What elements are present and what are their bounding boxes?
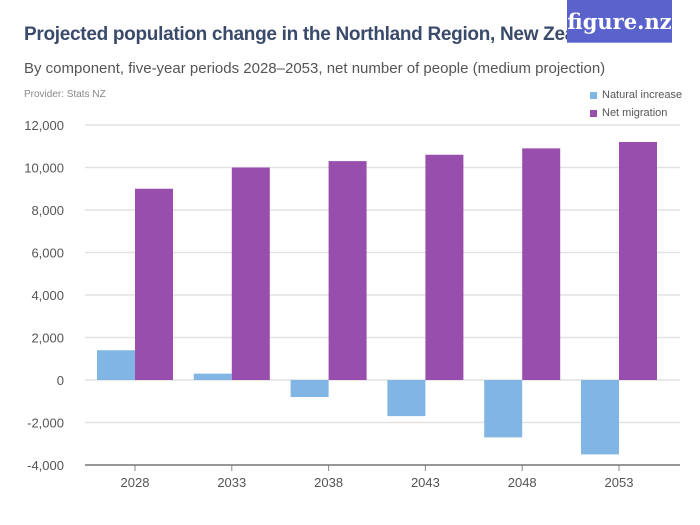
y-tick-label: 6,000 [31, 246, 64, 261]
y-tick-label: 8,000 [31, 203, 64, 218]
y-tick-label: 2,000 [31, 331, 64, 346]
bar-natural-increase [387, 380, 426, 417]
x-tick-label: 2033 [217, 475, 246, 490]
y-tick-label: 0 [57, 373, 64, 388]
y-tick-label: -4,000 [27, 458, 64, 473]
chart-title: Projected population change in the North… [24, 24, 613, 45]
legend-label: Natural increase [602, 89, 683, 101]
legend-label: Net migration [602, 107, 668, 119]
bar-natural-increase [193, 373, 232, 380]
legend-item-net-migration: Net migration [590, 104, 682, 122]
y-tick-label: 4,000 [31, 288, 64, 303]
bar-net-migration [328, 161, 367, 380]
y-tick-label: 12,000 [24, 118, 64, 133]
x-tick-label: 2053 [605, 475, 634, 490]
x-tick-label: 2048 [508, 475, 537, 490]
legend-swatch [590, 91, 597, 99]
figure-nz-logo[interactable]: figure.nz [567, 0, 672, 43]
y-tick-label: -2,000 [27, 416, 64, 431]
legend-swatch [590, 109, 597, 117]
chart-subtitle: By component, five-year periods 2028–205… [24, 60, 606, 77]
bar-net-migration [425, 154, 464, 380]
provider-label: Provider: Stats NZ [24, 89, 106, 100]
bar-natural-increase [484, 380, 523, 438]
x-tick-label: 2038 [314, 475, 343, 490]
bar-natural-increase [581, 380, 619, 455]
bar-natural-increase [97, 350, 135, 380]
bar-natural-increase [290, 380, 329, 397]
bar-net-migration [619, 142, 657, 380]
legend-item-natural-increase: Natural increase [590, 86, 682, 104]
legend: Natural increase Net migration [590, 86, 682, 122]
bar-net-migration [231, 167, 270, 380]
x-tick-label: 2043 [411, 475, 440, 490]
bar-net-migration [135, 188, 173, 380]
x-tick-label: 2028 [121, 475, 150, 490]
bar-net-migration [522, 148, 561, 380]
y-tick-label: 10,000 [24, 161, 64, 176]
